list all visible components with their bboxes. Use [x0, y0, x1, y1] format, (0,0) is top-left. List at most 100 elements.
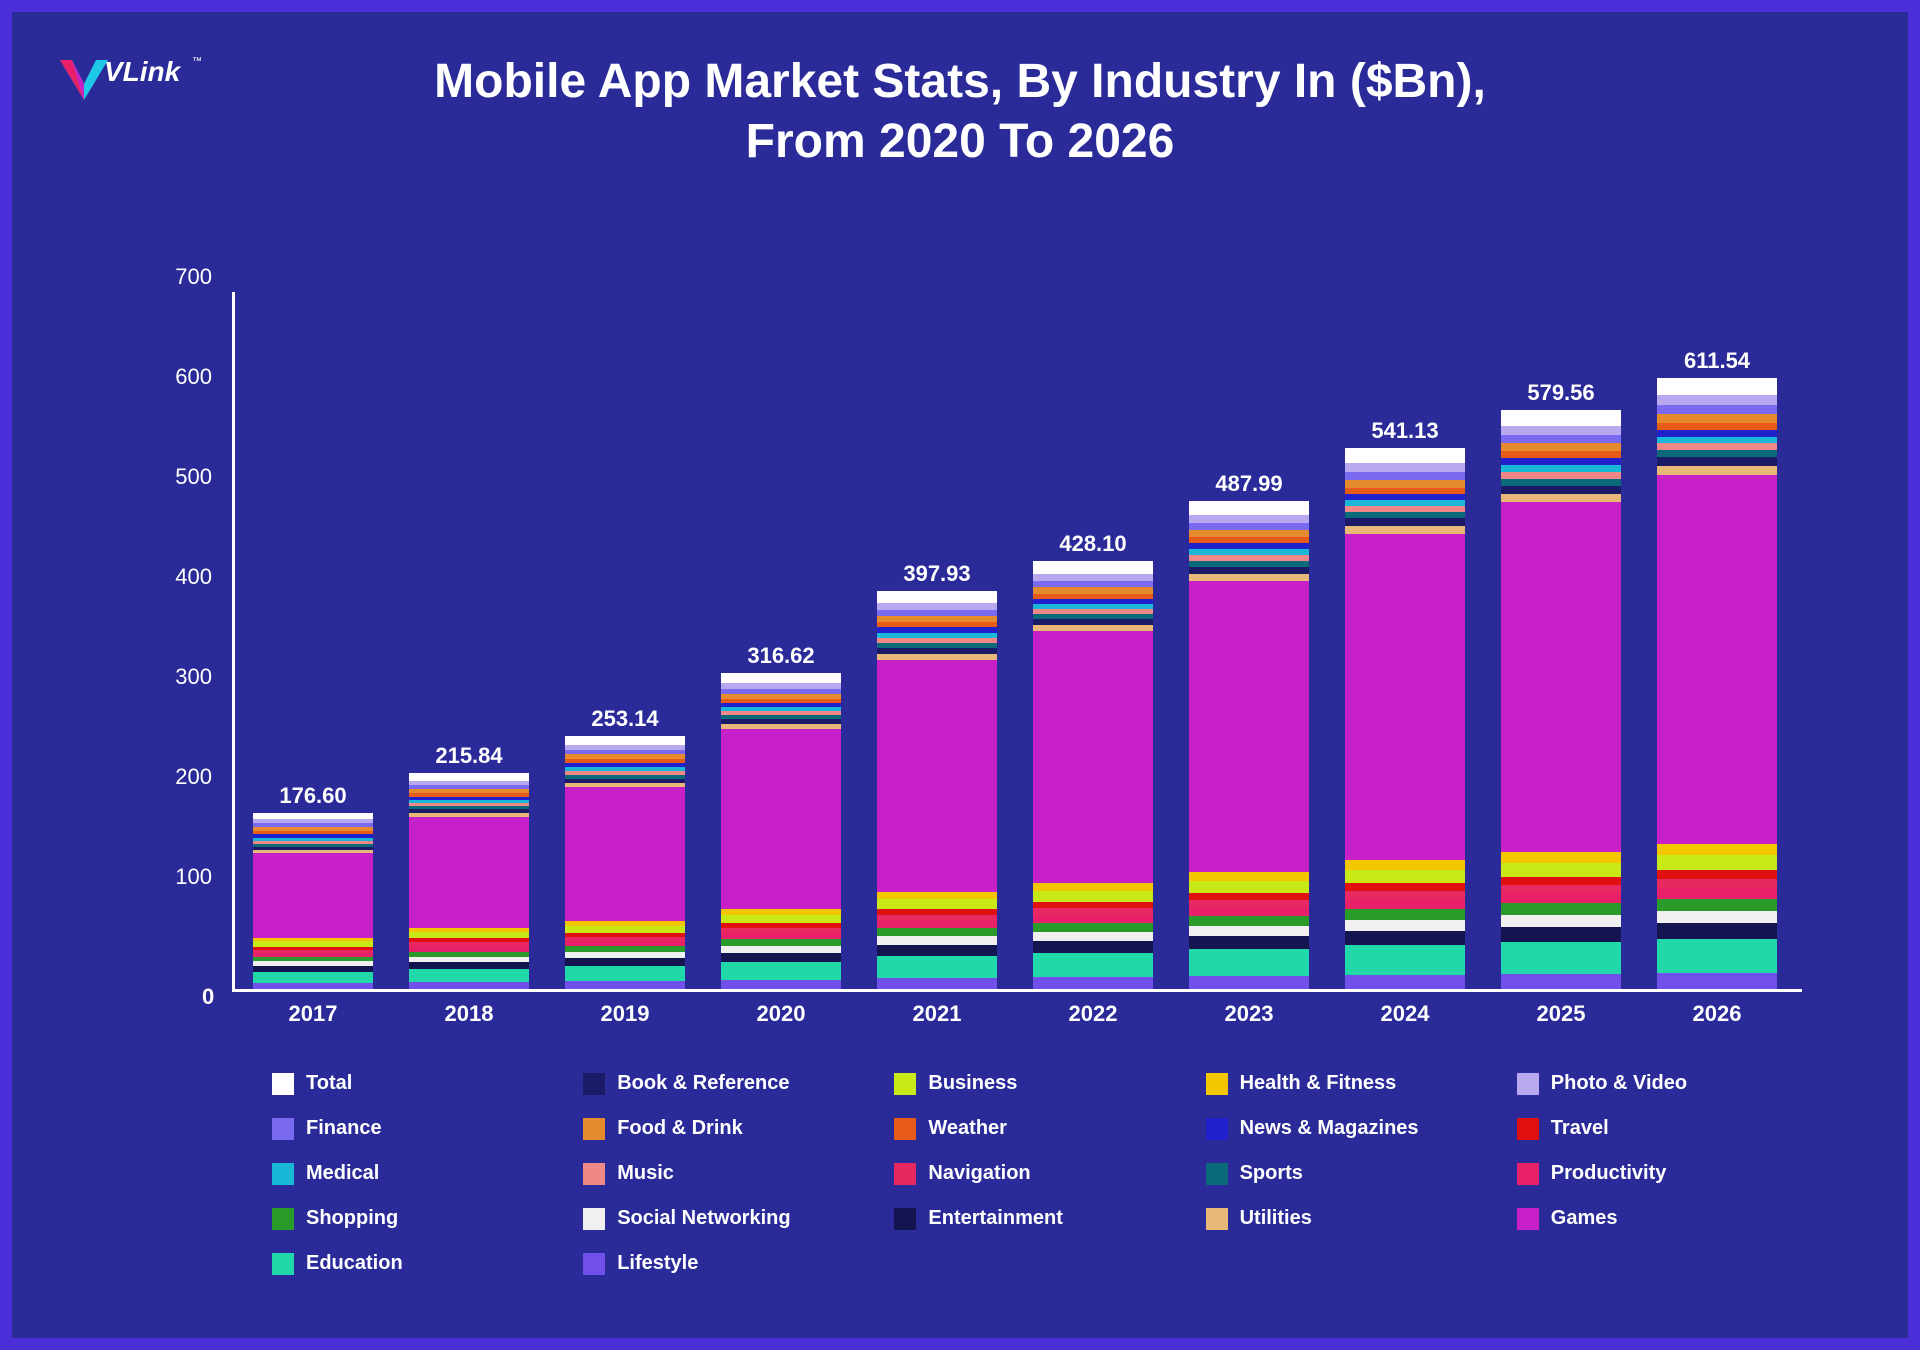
- legend-item-shopping: Shopping: [272, 1207, 563, 1230]
- bar-total-label: 397.93: [903, 561, 970, 587]
- legend-swatch: [894, 1208, 916, 1230]
- bar: 541.13: [1345, 448, 1465, 989]
- segment-games: [1345, 534, 1465, 860]
- x-tick-label: 2022: [1069, 1001, 1118, 1027]
- segment-lifestyle: [1189, 976, 1309, 989]
- segment-medical: [1657, 437, 1777, 444]
- bar-total-label: 316.62: [747, 643, 814, 669]
- segment-total: [565, 736, 685, 745]
- legend-item-business: Business: [894, 1072, 1185, 1095]
- legend-swatch: [583, 1163, 605, 1185]
- bar-total-label: 176.60: [279, 783, 346, 809]
- segment-photo: [1501, 426, 1621, 435]
- segment-social: [1501, 915, 1621, 927]
- segment-food: [1501, 443, 1621, 451]
- segment-health: [1657, 844, 1777, 855]
- legend-swatch: [1517, 1163, 1539, 1185]
- segment-games: [721, 729, 841, 909]
- legend-swatch: [272, 1163, 294, 1185]
- segment-games: [565, 787, 685, 922]
- y-tick-label: 500: [175, 464, 212, 490]
- segment-productivity: [1033, 915, 1153, 923]
- segment-travel: [1501, 877, 1621, 885]
- x-tick-label: 2018: [445, 1001, 494, 1027]
- legend-swatch: [1206, 1073, 1228, 1095]
- y-tick-label: 300: [175, 664, 212, 690]
- segment-games: [253, 853, 373, 938]
- segment-social: [877, 936, 997, 944]
- legend-label: Travel: [1551, 1117, 1609, 1140]
- segment-education: [253, 972, 373, 983]
- legend-swatch: [894, 1118, 916, 1140]
- segment-navigation: [1657, 879, 1777, 888]
- legend-swatch: [894, 1073, 916, 1095]
- segment-health: [1189, 872, 1309, 881]
- bar: 176.60: [253, 813, 373, 989]
- legend-label: Total: [306, 1072, 352, 1095]
- legend-label: Weather: [928, 1117, 1007, 1140]
- segment-health: [1345, 860, 1465, 870]
- segment-finance: [1657, 405, 1777, 414]
- bar-total-label: 428.10: [1059, 531, 1126, 557]
- legend-item-health: Health & Fitness: [1206, 1072, 1497, 1095]
- legend-swatch: [583, 1208, 605, 1230]
- legend-label: Photo & Video: [1551, 1072, 1687, 1095]
- segment-business: [1345, 870, 1465, 883]
- segment-book: [1345, 518, 1465, 526]
- legend-item-photo: Photo & Video: [1517, 1072, 1808, 1095]
- segment-games: [409, 817, 529, 929]
- legend-label: Entertainment: [928, 1207, 1062, 1230]
- segment-social: [1033, 932, 1153, 941]
- legend-label: Sports: [1240, 1162, 1303, 1185]
- segment-health: [1501, 852, 1621, 863]
- segment-shopping: [721, 939, 841, 946]
- segment-food: [1189, 530, 1309, 537]
- x-tick-label: 2020: [757, 1001, 806, 1027]
- y-tick-label: 700: [175, 264, 212, 290]
- segment-entertainment: [877, 945, 997, 956]
- segment-shopping: [1657, 899, 1777, 911]
- segment-education: [1189, 949, 1309, 976]
- legend-label: Finance: [306, 1117, 382, 1140]
- segment-business: [565, 926, 685, 933]
- segment-lifestyle: [565, 981, 685, 989]
- legend-label: Book & Reference: [617, 1072, 789, 1095]
- segment-lifestyle: [1033, 977, 1153, 989]
- x-tick-label: 2021: [913, 1001, 962, 1027]
- y-axis: 100200300400500600700: [162, 292, 222, 992]
- segment-photo: [1189, 515, 1309, 523]
- segment-education: [1033, 953, 1153, 977]
- legend-label: Education: [306, 1252, 403, 1275]
- legend-swatch: [272, 1208, 294, 1230]
- legend-swatch: [583, 1253, 605, 1275]
- segment-photo: [1345, 463, 1465, 472]
- legend-item-sports: Sports: [1206, 1162, 1497, 1185]
- legend-label: Food & Drink: [617, 1117, 743, 1140]
- legend-label: Games: [1551, 1207, 1618, 1230]
- segment-utilities: [1345, 526, 1465, 534]
- legend-item-social: Social Networking: [583, 1207, 874, 1230]
- x-tick-label: 2026: [1693, 1001, 1742, 1027]
- segment-photo: [1657, 395, 1777, 405]
- segment-education: [1345, 945, 1465, 975]
- legend-item-music: Music: [583, 1162, 874, 1185]
- bar: 316.62: [721, 673, 841, 989]
- bar: 428.10: [1033, 561, 1153, 989]
- legend-label: Lifestyle: [617, 1252, 698, 1275]
- bar-total-label: 611.54: [1684, 348, 1750, 374]
- segment-education: [1657, 939, 1777, 973]
- segment-productivity: [1189, 907, 1309, 916]
- segment-book: [1501, 486, 1621, 494]
- legend-item-navigation: Navigation: [894, 1162, 1185, 1185]
- plot-region: 176.602017215.842018253.142019316.622020…: [232, 292, 1802, 992]
- segment-productivity: [877, 921, 997, 928]
- segment-health: [877, 892, 997, 899]
- segment-social: [1657, 911, 1777, 923]
- segment-business: [1657, 855, 1777, 870]
- segment-business: [1501, 863, 1621, 877]
- segment-lifestyle: [721, 980, 841, 989]
- legend-item-book: Book & Reference: [583, 1072, 874, 1095]
- legend-item-travel: Travel: [1517, 1117, 1808, 1140]
- bar: 611.54: [1657, 378, 1777, 989]
- segment-shopping: [1501, 903, 1621, 915]
